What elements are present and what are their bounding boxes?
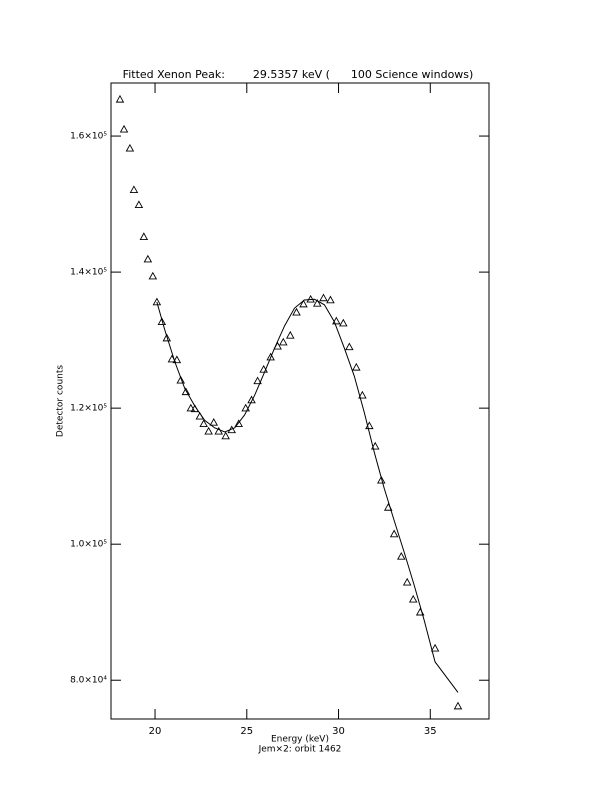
data-point — [157, 317, 167, 326]
data-point — [152, 297, 162, 306]
y-tick-label: 8.0×10⁴ — [70, 676, 107, 686]
data-point — [358, 390, 367, 399]
data-point — [134, 200, 144, 209]
y-tick-label: 1.4×10⁵ — [70, 268, 107, 278]
data-point — [377, 475, 386, 484]
y-axis-label: Detector counts — [56, 365, 66, 437]
x-tick-label: 30 — [332, 726, 345, 737]
data-point — [279, 337, 288, 346]
data-point — [221, 431, 230, 440]
x-tick-label: 35 — [424, 726, 437, 737]
data-point — [299, 299, 308, 308]
fit-line — [156, 298, 459, 693]
data-point — [319, 293, 328, 302]
data-point — [186, 403, 196, 412]
y-tick-label: 1.2×10⁵ — [70, 404, 107, 414]
data-point — [139, 232, 149, 240]
data-point — [214, 426, 223, 435]
data-point — [352, 362, 361, 371]
x-tick-label: 25 — [240, 726, 253, 737]
data-point — [234, 419, 243, 428]
data-point — [176, 375, 185, 384]
data-point — [253, 376, 262, 385]
data-point — [266, 352, 275, 361]
data-point — [430, 643, 440, 652]
data-point — [119, 124, 129, 133]
x-tick-label: 20 — [149, 726, 162, 737]
y-tick-label: 1.6×10⁵ — [70, 132, 107, 142]
data-point — [172, 355, 182, 364]
data-point — [402, 577, 412, 586]
data-point — [162, 333, 172, 342]
data-point — [286, 330, 295, 339]
data-point — [397, 552, 406, 560]
x-axis-label: Energy (keV) — [271, 735, 329, 745]
y-tick-label: 1.0×10⁵ — [70, 540, 107, 550]
chart-title: Fitted Xenon Peak: 29.5357 keV ( 100 Sci… — [123, 68, 474, 81]
data-point — [247, 395, 256, 404]
data-point — [209, 418, 219, 426]
data-point — [389, 529, 399, 538]
data-point — [204, 426, 213, 435]
data-point — [453, 701, 463, 710]
data-point — [370, 441, 380, 450]
data-point — [199, 419, 208, 428]
subtitle: Jem×2: orbit 1462 — [258, 745, 342, 755]
data-point — [339, 318, 348, 327]
data-point — [408, 594, 418, 603]
data-point — [345, 342, 354, 351]
data-point — [181, 387, 191, 396]
data-point — [332, 316, 341, 325]
data-point — [241, 403, 250, 412]
data-point — [326, 295, 335, 304]
data-point — [148, 271, 158, 280]
data-point — [115, 94, 125, 103]
data-point — [143, 254, 153, 263]
data-point — [292, 307, 301, 316]
data-point — [125, 143, 135, 152]
data-point — [312, 298, 322, 307]
data-point — [129, 185, 139, 194]
plot-frame — [110, 82, 490, 720]
